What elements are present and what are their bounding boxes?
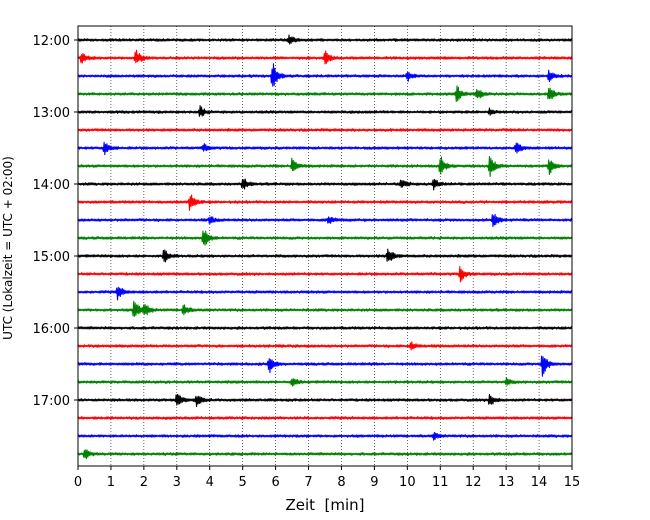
seismogram-trace-1215: [77, 49, 573, 65]
x-axis: 0 1 2 3 4 5 6 7 8 9 10 11 12 13 14 15: [74, 466, 580, 490]
x-tick-label: 8: [337, 475, 345, 490]
x-axis-title: Zeit [min]: [285, 496, 364, 514]
seismogram-trace-1400: [77, 178, 573, 191]
x-tick-label: 14: [531, 475, 548, 490]
x-tick-label: 10: [399, 475, 416, 490]
x-tick-label: 5: [239, 475, 247, 490]
seismogram-trace-1200: [77, 34, 573, 45]
x-tick-label: 15: [564, 475, 581, 490]
x-tick-label: 6: [271, 475, 279, 490]
seismogram-trace-1230: [77, 63, 573, 87]
seismogram-trace-1615: [77, 341, 573, 351]
x-tick-label: 13: [498, 475, 515, 490]
x-tick-label: 11: [432, 475, 449, 490]
seismogram-trace-1530: [77, 286, 573, 301]
seismogram-trace-1245: [77, 85, 573, 103]
y-axis: 12:00 13:00 14:00 15:00 16:00 17:00: [33, 34, 78, 409]
seismogram-trace-1630: [77, 355, 573, 377]
x-tick-label: 12: [465, 475, 482, 490]
seismogram-trace-1745: [77, 449, 573, 460]
seismogram-trace-1715: [77, 416, 573, 420]
y-tick-label: 15:00: [33, 250, 70, 265]
x-tick-label: 1: [107, 475, 115, 490]
x-tick-label: 0: [74, 475, 82, 490]
seismogram-trace-1515: [77, 265, 573, 283]
seismogram-trace-1300: [77, 105, 573, 117]
x-tick-label: 3: [173, 475, 181, 490]
seismogram-trace-1330: [77, 141, 573, 156]
seismogram-trace-1415: [77, 194, 573, 211]
grid: [110, 26, 540, 466]
x-tick-label: 7: [304, 475, 312, 490]
seismogram-trace-1645: [77, 376, 573, 387]
y-tick-label: 12:00: [33, 34, 70, 49]
seismogram-trace-1600: [77, 326, 573, 330]
seismogram-trace-1445: [77, 230, 573, 246]
y-tick-label: 16:00: [33, 322, 70, 337]
y-tick-label: 13:00: [33, 106, 70, 121]
x-tick-label: 4: [206, 475, 214, 490]
x-tick-label: 9: [370, 475, 378, 490]
x-tick-label: 2: [140, 475, 148, 490]
seismogram-trace-1700: [77, 393, 573, 408]
y-axis-title: UTC (Lokalzeit = UTC + 02:00): [1, 156, 15, 340]
seismogram-trace-1430: [77, 213, 573, 228]
y-tick-label: 17:00: [33, 394, 70, 409]
traces: [77, 34, 573, 460]
seismogram-trace-1730: [77, 431, 573, 441]
plot-frame: [77, 25, 573, 467]
seismogram-trace-1345: [77, 156, 573, 177]
seismogram-trace-1545: [77, 300, 573, 317]
y-tick-label: 14:00: [33, 178, 70, 193]
seismogram-trace-1500: [77, 248, 573, 263]
seismogram-trace-1315: [77, 128, 573, 132]
